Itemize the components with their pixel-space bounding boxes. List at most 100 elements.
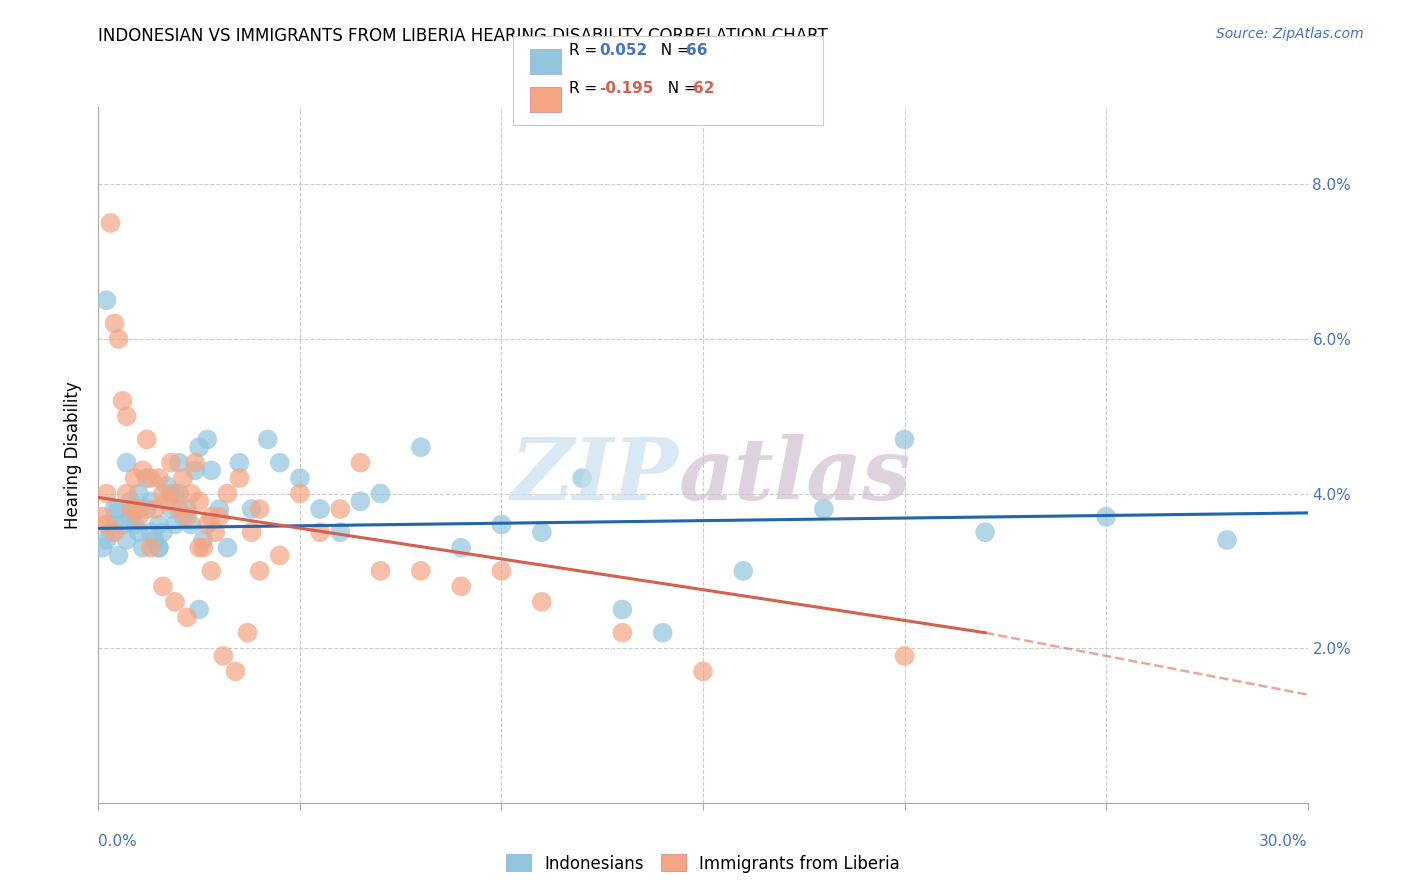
Point: [224, 665, 246, 679]
Point: [120, 494, 142, 508]
Point: [120, 502, 142, 516]
Point: [256, 433, 278, 447]
Point: [132, 541, 155, 555]
Point: [148, 471, 170, 485]
Point: [156, 479, 179, 493]
Text: 62: 62: [693, 81, 714, 95]
Point: [491, 517, 513, 532]
Point: [409, 564, 432, 578]
Point: [188, 494, 211, 508]
Point: [103, 317, 125, 331]
Point: [167, 502, 190, 516]
Point: [176, 509, 198, 524]
Point: [204, 525, 226, 540]
Point: [329, 502, 352, 516]
Point: [96, 533, 118, 547]
Point: [143, 533, 166, 547]
Point: [208, 502, 231, 516]
Legend: Indonesians, Immigrants from Liberia: Indonesians, Immigrants from Liberia: [499, 847, 907, 880]
Point: [135, 471, 157, 485]
Point: [115, 456, 138, 470]
Point: [240, 502, 263, 516]
Point: [269, 456, 291, 470]
Point: [195, 433, 218, 447]
Point: [349, 456, 371, 470]
Point: [733, 564, 755, 578]
Point: [180, 486, 202, 500]
Point: [100, 216, 122, 230]
Text: 66: 66: [686, 44, 707, 58]
Point: [152, 486, 174, 500]
Point: [143, 502, 166, 516]
Point: [612, 602, 634, 616]
Point: [115, 486, 138, 500]
Point: [329, 525, 352, 540]
Point: [128, 525, 150, 540]
Point: [163, 486, 186, 500]
Point: [167, 456, 190, 470]
Text: 0.052: 0.052: [599, 44, 647, 58]
Point: [103, 517, 125, 532]
Point: [530, 595, 553, 609]
Point: [450, 541, 472, 555]
Point: [491, 564, 513, 578]
Text: N =: N =: [651, 44, 695, 58]
Y-axis label: Hearing Disability: Hearing Disability: [65, 381, 83, 529]
Point: [91, 541, 114, 555]
Point: [212, 648, 235, 663]
Point: [163, 517, 186, 532]
Point: [111, 517, 134, 532]
Point: [409, 440, 432, 454]
Point: [288, 471, 311, 485]
Point: [115, 533, 138, 547]
Point: [111, 393, 134, 408]
Point: [124, 502, 146, 516]
Point: [124, 471, 146, 485]
Text: ZIP: ZIP: [510, 434, 679, 517]
Point: [107, 332, 129, 346]
Point: [530, 525, 553, 540]
Point: [148, 517, 170, 532]
Point: [172, 471, 194, 485]
Point: [893, 433, 915, 447]
Point: [115, 409, 138, 424]
Point: [124, 517, 146, 532]
Point: [135, 433, 157, 447]
Point: [193, 533, 215, 547]
Point: [96, 517, 118, 532]
Point: [120, 509, 142, 524]
Point: [612, 625, 634, 640]
Text: -0.195: -0.195: [599, 81, 654, 95]
Point: [152, 525, 174, 540]
Point: [208, 509, 231, 524]
Point: [188, 440, 211, 454]
Point: [135, 502, 157, 516]
Point: [269, 549, 291, 563]
Point: [139, 525, 162, 540]
Point: [180, 517, 202, 532]
Point: [96, 293, 118, 308]
Point: [160, 486, 183, 500]
Point: [200, 509, 222, 524]
Text: Source: ZipAtlas.com: Source: ZipAtlas.com: [1216, 27, 1364, 41]
Point: [200, 564, 222, 578]
Text: N =: N =: [658, 81, 702, 95]
Point: [103, 502, 125, 516]
Point: [236, 625, 259, 640]
Point: [349, 494, 371, 508]
Point: [100, 525, 122, 540]
Point: [132, 463, 155, 477]
Point: [240, 525, 263, 540]
Point: [571, 471, 593, 485]
Point: [309, 502, 332, 516]
Point: [288, 486, 311, 500]
Point: [249, 564, 271, 578]
Point: [152, 579, 174, 593]
Point: [167, 486, 190, 500]
Point: [176, 502, 198, 516]
Point: [156, 494, 179, 508]
Point: [450, 579, 472, 593]
Text: atlas: atlas: [679, 434, 911, 517]
Point: [96, 486, 118, 500]
Text: 0.0%: 0.0%: [98, 834, 138, 849]
